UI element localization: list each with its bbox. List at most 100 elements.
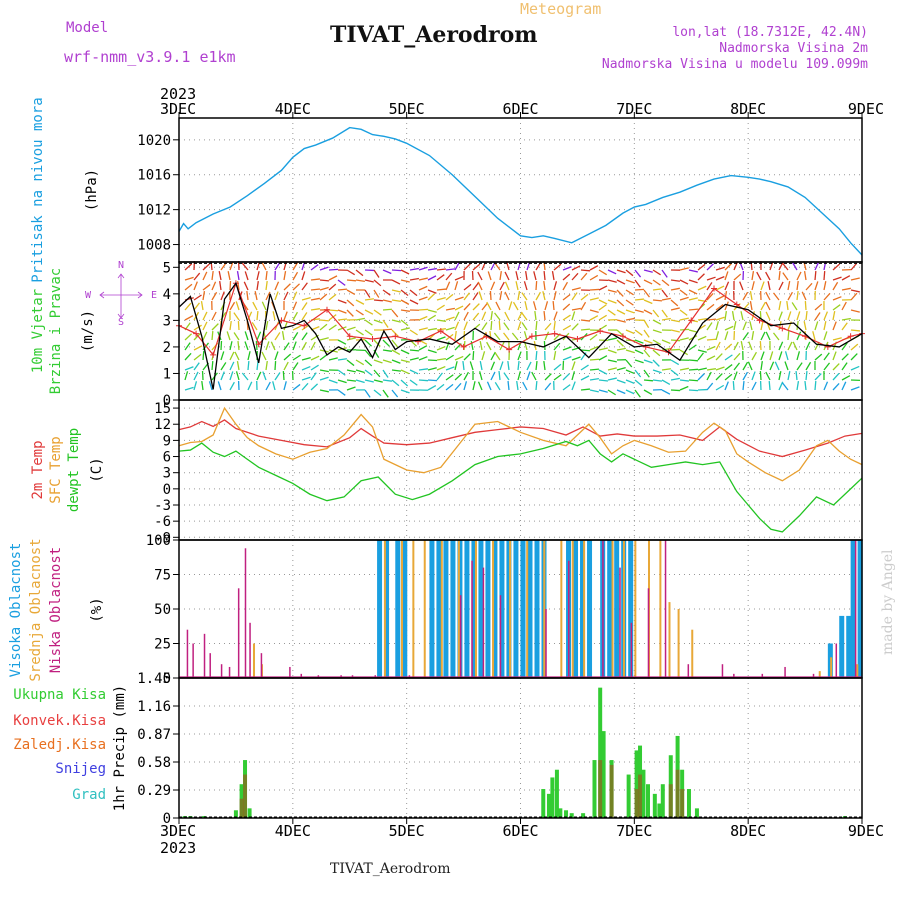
wind-barb [418, 368, 429, 371]
wind-barb [652, 379, 663, 382]
wind-barb [391, 329, 399, 337]
wind-barb [283, 291, 289, 301]
wind-barb [244, 271, 249, 281]
precip-legend-2: Zaledj.Kisa [13, 737, 106, 753]
wind-barb [715, 285, 725, 291]
wind-barb [445, 316, 455, 321]
temperature-ytick-label-4: 3 [163, 466, 171, 482]
wind-barb [625, 379, 635, 384]
wind-barb [774, 361, 780, 371]
cloud-mid-bar [474, 540, 477, 678]
wind-barb [781, 382, 789, 391]
wind-barb [679, 317, 689, 321]
wind-barb [310, 297, 320, 301]
wind-barb [553, 291, 557, 301]
wind-speed-line [178, 281, 863, 390]
wind-barb [220, 371, 225, 381]
wind-barb [801, 291, 807, 301]
wind-barb [445, 281, 451, 291]
wind-barb [823, 311, 829, 321]
cloud-mid-bar [691, 629, 694, 678]
wind-barb [418, 277, 428, 281]
wind-barb [337, 389, 346, 396]
wind-barb [274, 372, 281, 381]
wind-barb [346, 269, 356, 276]
wind-barb [697, 373, 705, 381]
wind-barb [724, 301, 729, 311]
wind-barb [724, 331, 729, 341]
wind-barb [427, 367, 437, 371]
wind-barb [400, 389, 410, 394]
wind-barb [436, 328, 446, 331]
wind-barb [391, 279, 401, 285]
precip-total-bar [581, 813, 586, 818]
temperature-ytick-label-6: 9 [163, 433, 171, 449]
wind-barb [571, 292, 578, 301]
wind-barb [562, 303, 571, 311]
wind-gust-point [346, 333, 353, 340]
cloud-low-bar [721, 664, 724, 678]
wind-barb [706, 276, 716, 281]
wind-barb [553, 311, 558, 321]
wind-barb [382, 328, 393, 331]
wind-barb [589, 309, 599, 314]
wind-barb [580, 293, 589, 301]
wind-barb [355, 359, 365, 366]
precip-units: 1hr Precip (mm) [112, 685, 128, 811]
x-label-top-3: 6DEC [502, 100, 538, 118]
wind-barb [533, 271, 537, 281]
wind-barb [328, 314, 337, 321]
wind-barb [373, 279, 382, 287]
wind-barb [580, 375, 590, 381]
wind-barb [742, 291, 749, 301]
wind-barb [688, 297, 698, 301]
wind-barb [202, 263, 210, 271]
precip-legend-3: Snijeg [55, 761, 106, 777]
wind-barb [765, 291, 771, 301]
wind-barb [616, 299, 625, 307]
wind-barb [580, 272, 588, 281]
wind-barb [850, 277, 860, 281]
cloud-mid-bar [634, 540, 637, 678]
wind-barb [254, 291, 258, 301]
wind-barb [346, 379, 357, 382]
wind-barb [445, 354, 454, 361]
wind-barb [778, 351, 783, 361]
wind-barb [733, 273, 742, 281]
wind-barb [535, 280, 538, 291]
wind-barb [487, 271, 492, 281]
wind-barb [598, 355, 608, 361]
wind-gust-point [779, 325, 786, 332]
wind-barb [814, 373, 822, 381]
pressure-line [178, 126, 863, 256]
cloud-high-bar [464, 540, 470, 678]
wind-barb [688, 269, 698, 273]
wind-barb [319, 376, 329, 381]
wind-barb [337, 288, 348, 291]
cloud-low-bar [602, 540, 604, 678]
cloud-high-bar [628, 540, 634, 678]
wind-barb [724, 373, 733, 381]
wind-barb [391, 359, 401, 364]
wind-barb [220, 262, 227, 271]
wind-barb [715, 304, 724, 311]
wind-barb [787, 291, 794, 301]
precip-legend-0: Ukupna Kisa [13, 687, 106, 703]
wind-barb [328, 275, 338, 281]
wind-barb [715, 266, 725, 271]
wind-barb [229, 371, 234, 381]
wind-barb [400, 279, 410, 283]
wind-barb [454, 296, 464, 301]
wind-barb [715, 373, 723, 381]
wind-barb [265, 270, 268, 281]
cloud-high-bar [839, 615, 845, 678]
wind-barb [598, 369, 608, 375]
wind-barb [454, 330, 457, 341]
wind-barb [706, 282, 713, 291]
wind-barb [469, 361, 474, 371]
wind-barb [193, 333, 201, 341]
wind-barb [562, 273, 571, 281]
wind-barb [598, 339, 609, 342]
wind-barb [319, 323, 328, 331]
wind-barb [787, 281, 791, 291]
